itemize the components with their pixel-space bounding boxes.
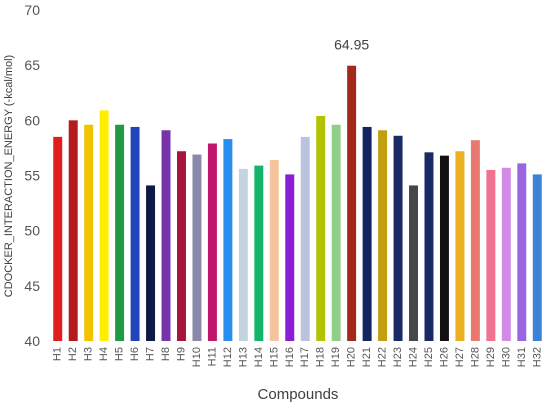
bar-h23 xyxy=(393,135,403,341)
x-tick-label: H20 xyxy=(346,347,358,367)
bar-h16 xyxy=(285,174,295,341)
x-tick-label: H15 xyxy=(268,347,280,367)
bar-h26 xyxy=(439,155,449,341)
x-tick-label: H16 xyxy=(284,347,296,367)
bar-h17 xyxy=(300,136,310,341)
x-axis: H1 H2 H3 H4 H5 H6 H7 H8 H9 H10 H11 H12 H13 H14 H15 H16 H… xyxy=(52,347,544,367)
bar-h27 xyxy=(455,151,465,341)
y-tick-label: 70 xyxy=(24,2,40,18)
x-tick-label: H3 xyxy=(83,347,95,361)
data-labels: 64.95 xyxy=(334,37,369,53)
x-tick-label: H28 xyxy=(469,347,481,367)
bar-h7 xyxy=(146,185,156,341)
x-tick-label: H14 xyxy=(253,347,265,367)
y-tick-label: 55 xyxy=(24,168,40,184)
x-tick-label: H25 xyxy=(423,347,435,367)
bar-h5 xyxy=(115,124,125,341)
x-tick-label: H27 xyxy=(454,347,466,367)
x-tick-label: H21 xyxy=(361,347,373,367)
x-tick-label: H12 xyxy=(222,347,234,367)
x-tick-label: H23 xyxy=(392,347,404,367)
x-tick-label: H9 xyxy=(175,347,187,361)
y-tick-label: 65 xyxy=(24,57,40,73)
x-tick-label: H30 xyxy=(500,347,512,367)
y-tick-label: 40 xyxy=(24,333,40,349)
bar-h3 xyxy=(84,124,94,341)
bar-h19 xyxy=(331,124,341,341)
bar-h15 xyxy=(269,160,279,341)
y-tick-label: 50 xyxy=(24,223,40,239)
y-axis: 40 45 50 55 60 65 70 xyxy=(24,2,40,349)
x-tick-label: H6 xyxy=(129,347,141,361)
data-label: 64.95 xyxy=(334,37,369,53)
bar-h8 xyxy=(161,130,171,341)
bar-h24 xyxy=(409,185,418,341)
bar-h1 xyxy=(53,136,63,341)
y-tick-label: 60 xyxy=(24,112,40,128)
bar-h25 xyxy=(424,152,434,341)
x-tick-label: H11 xyxy=(206,347,218,366)
bar-h29 xyxy=(486,169,496,341)
bar-h14 xyxy=(254,165,264,341)
x-tick-label: H31 xyxy=(516,347,528,367)
bar-h32 xyxy=(532,174,542,341)
bar-h31 xyxy=(517,163,527,341)
x-tick-label: H29 xyxy=(485,347,497,367)
x-tick-label: H4 xyxy=(98,347,110,361)
bar-h13 xyxy=(238,168,248,341)
bar-h12 xyxy=(223,139,233,341)
bar-h21 xyxy=(362,126,372,341)
bar-h6 xyxy=(130,126,140,341)
x-tick-label: H7 xyxy=(145,347,157,361)
x-tick-label: H5 xyxy=(114,347,126,361)
y-axis-title: CDOCKER_INTERACTION_ENERGY (-kcal/mol) xyxy=(3,55,15,297)
bar-h2 xyxy=(68,120,78,341)
x-axis-title: Compounds xyxy=(258,386,339,403)
bars xyxy=(53,65,542,342)
x-tick-label: H26 xyxy=(438,347,450,367)
x-tick-label: H1 xyxy=(52,347,64,361)
bar-h30 xyxy=(501,167,511,341)
x-tick-label: H32 xyxy=(531,347,543,367)
x-tick-label: H17 xyxy=(299,347,311,367)
bar-h10 xyxy=(192,154,202,341)
x-tick-label: H24 xyxy=(408,347,420,367)
bar-h18 xyxy=(316,115,326,341)
bar-h4 xyxy=(99,110,109,342)
bar-h20 xyxy=(347,65,357,341)
bar-h22 xyxy=(378,130,388,341)
bar-h11 xyxy=(207,143,217,341)
y-tick-label: 45 xyxy=(24,278,40,294)
x-tick-label: H8 xyxy=(160,347,172,361)
bar-h28 xyxy=(470,140,480,341)
bar-h9 xyxy=(177,151,186,341)
x-tick-label: H13 xyxy=(237,347,249,367)
x-tick-label: H22 xyxy=(377,347,389,367)
x-tick-label: H19 xyxy=(330,347,342,367)
x-tick-label: H18 xyxy=(315,347,327,367)
x-tick-label: H10 xyxy=(191,347,203,367)
x-tick-label: H2 xyxy=(67,347,79,361)
